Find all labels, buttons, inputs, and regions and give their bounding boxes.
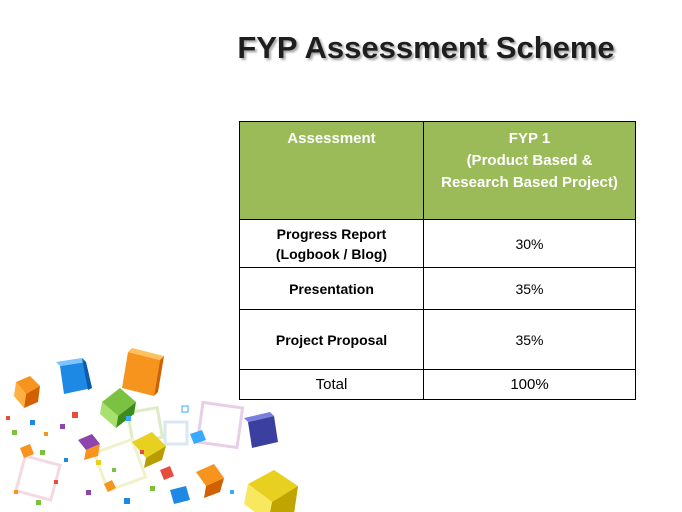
row-name-cell: Presentation bbox=[239, 267, 424, 310]
total-value-cell: 100% bbox=[423, 369, 636, 400]
table-row: Presentation 35% bbox=[239, 267, 636, 310]
colorful-cubes-illustration bbox=[6, 348, 298, 512]
slide-title: FYP Assessment Scheme bbox=[237, 30, 615, 65]
header-fyp1-line3: Research Based Project) bbox=[441, 174, 618, 191]
row-value-cell: 35% bbox=[423, 309, 636, 370]
row-name-cell: Project Proposal bbox=[239, 309, 424, 370]
header-fyp1-line1: FYP 1 bbox=[508, 130, 551, 147]
assessment-table: Assessment FYP 1 (Product Based & Resear… bbox=[239, 121, 636, 400]
header-fyp1-line2: (Product Based & bbox=[466, 152, 593, 169]
table-header-row: Assessment FYP 1 (Product Based & Resear… bbox=[239, 121, 636, 220]
header-assessment: Assessment bbox=[239, 121, 424, 220]
header-fyp1: FYP 1 (Product Based & Research Based Pr… bbox=[423, 121, 636, 220]
row-name-line2: (Logbook / Blog) bbox=[275, 245, 388, 262]
row-name-line1: Progress Report bbox=[276, 225, 387, 242]
table-row: Project Proposal 35% bbox=[239, 309, 636, 370]
row-value-cell: 35% bbox=[423, 267, 636, 310]
row-name-cell: Progress Report (Logbook / Blog) bbox=[239, 219, 424, 268]
row-value-cell: 30% bbox=[423, 219, 636, 268]
total-row: Total 100% bbox=[239, 369, 636, 400]
total-label-cell: Total bbox=[239, 369, 424, 400]
table-row: Progress Report (Logbook / Blog) 30% bbox=[239, 219, 636, 268]
